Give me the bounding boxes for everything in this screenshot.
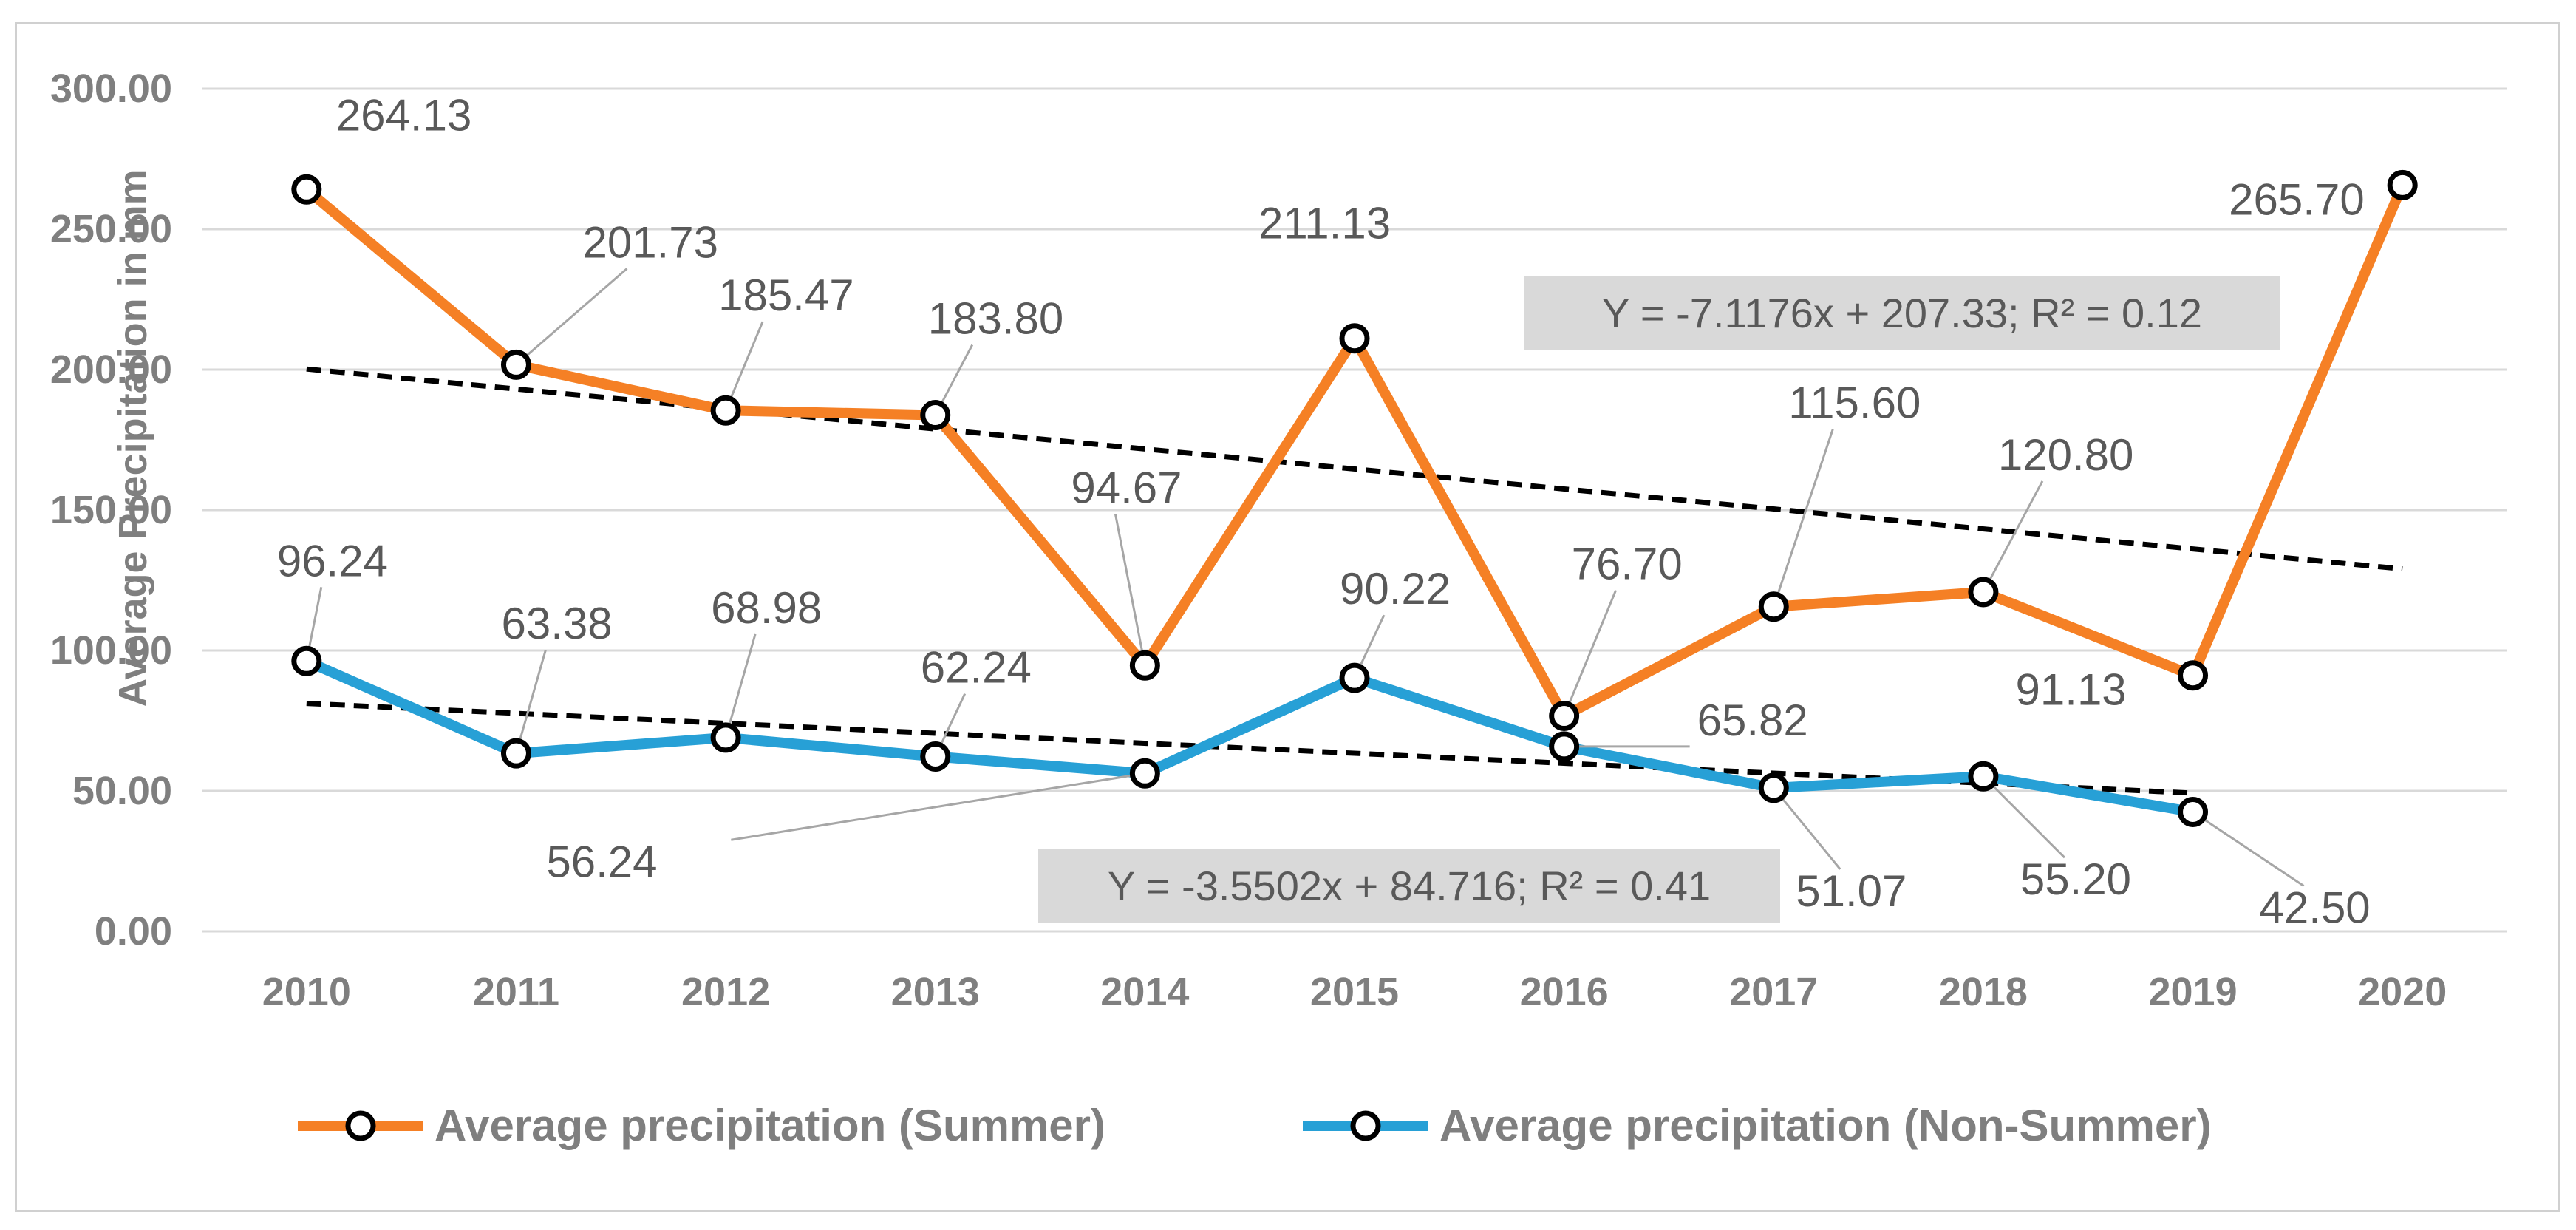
- data-point-summer: [2387, 169, 2418, 200]
- legend-label-non-summer: Average precipitation (Non-Summer): [1439, 1101, 2212, 1150]
- data-point-non-summer: [500, 738, 531, 769]
- trend-equation-box: [1524, 276, 2280, 350]
- data-label: 201.73: [582, 217, 718, 267]
- data-label: 63.38: [501, 599, 612, 648]
- data-label-leader: [515, 649, 547, 754]
- x-tick-label: 2018: [1939, 970, 2028, 1014]
- data-label: 183.80: [928, 294, 1064, 344]
- data-label: 115.60: [1788, 378, 1921, 428]
- data-label: 65.82: [1697, 696, 1808, 745]
- data-label-leader: [1982, 775, 2065, 859]
- data-point-summer: [500, 349, 531, 380]
- x-tick-label: 2010: [262, 970, 351, 1014]
- legend-marker: [345, 1110, 376, 1141]
- data-point-summer: [291, 174, 322, 205]
- x-tick-label: 2013: [891, 970, 980, 1014]
- data-point-non-summer: [1339, 662, 1370, 693]
- y-tick-label: 250.00: [50, 207, 172, 251]
- data-label: 55.20: [2020, 854, 2131, 904]
- data-label: 56.24: [546, 837, 657, 886]
- x-tick-label: 2011: [473, 970, 559, 1014]
- data-label: 91.13: [2016, 665, 2127, 715]
- data-point-non-summer: [1549, 731, 1580, 762]
- trendline-summer: [306, 366, 2403, 572]
- legend-label-summer: Average precipitation (Summer): [435, 1101, 1105, 1150]
- data-point-summer: [1339, 323, 1370, 354]
- data-point-summer: [2178, 660, 2209, 691]
- data-point-summer: [1968, 577, 1999, 608]
- data-point-summer: [710, 395, 741, 426]
- data-label-leader: [1114, 513, 1146, 666]
- data-point-summer: [1549, 701, 1580, 732]
- data-point-non-summer: [710, 722, 741, 753]
- data-label-leader: [1982, 480, 2044, 593]
- x-tick-label: 2019: [2148, 970, 2237, 1014]
- data-label-leader: [724, 321, 764, 411]
- data-label: 265.70: [2229, 174, 2365, 224]
- trend-equation-label: Y = -7.1176x + 207.33; R² = 0.12: [1602, 290, 2202, 336]
- x-tick-label: 2015: [1310, 970, 1399, 1014]
- data-point-non-summer: [291, 645, 322, 676]
- data-label-leader: [1772, 429, 1834, 608]
- data-label: 68.98: [711, 583, 822, 633]
- data-label: 90.22: [1340, 564, 1451, 614]
- series-line-non-summer: [301, 656, 2198, 818]
- y-axis-title: Average Precipitation in mm: [111, 169, 155, 707]
- data-label: 51.07: [1796, 866, 1907, 916]
- x-tick-label: 2012: [681, 970, 770, 1014]
- data-point-summer: [920, 400, 951, 431]
- data-label: 120.80: [1998, 430, 2134, 480]
- y-tick-label: 300.00: [50, 67, 172, 111]
- data-point-non-summer: [920, 741, 951, 772]
- data-label: 96.24: [277, 536, 388, 585]
- data-label: 76.70: [1572, 540, 1683, 589]
- data-label: 62.24: [921, 642, 1032, 692]
- data-label-leader: [2192, 811, 2305, 887]
- data-label: 42.50: [2260, 883, 2371, 933]
- x-tick-label: 2017: [1729, 970, 1818, 1014]
- data-label: 94.67: [1071, 463, 1182, 512]
- y-tick-label: 0.00: [95, 909, 172, 954]
- data-label: 264.13: [336, 90, 472, 140]
- data-point-non-summer: [2178, 797, 2209, 827]
- chart-frame: Average Precipitation in mm 0.00 50.00 100…: [15, 22, 2560, 1212]
- data-point-summer: [1758, 591, 1789, 622]
- data-label-leader: [1773, 786, 1841, 870]
- data-label-leader: [515, 268, 628, 366]
- precipitation-line-chart: Average Precipitation in mm 0.00 50.00 100…: [50, 67, 2507, 1150]
- legend-marker: [1350, 1110, 1381, 1141]
- x-tick-label: 2020: [2358, 970, 2447, 1014]
- y-tick-label: 200.00: [50, 347, 172, 392]
- y-tick-label: 150.00: [50, 488, 172, 532]
- data-label-leader: [731, 772, 1145, 841]
- x-tick-label: 2014: [1100, 970, 1189, 1014]
- data-point-non-summer: [1758, 772, 1789, 803]
- x-tick-label: 2016: [1520, 970, 1609, 1014]
- data-point-non-summer: [1129, 758, 1160, 789]
- data-label-leader: [724, 633, 757, 738]
- y-tick-label: 100.00: [50, 628, 172, 673]
- data-label: 211.13: [1258, 199, 1391, 248]
- data-label-leader: [1563, 589, 1618, 717]
- y-tick-label: 50.00: [72, 769, 172, 813]
- data-point-non-summer: [1968, 761, 1999, 792]
- data-point-summer: [1129, 650, 1160, 681]
- trend-equation-label: Y = -3.5502x + 84.716; R² = 0.41: [1108, 863, 1711, 909]
- data-label: 185.47: [718, 271, 854, 320]
- trend-equation-box: [1038, 849, 1780, 922]
